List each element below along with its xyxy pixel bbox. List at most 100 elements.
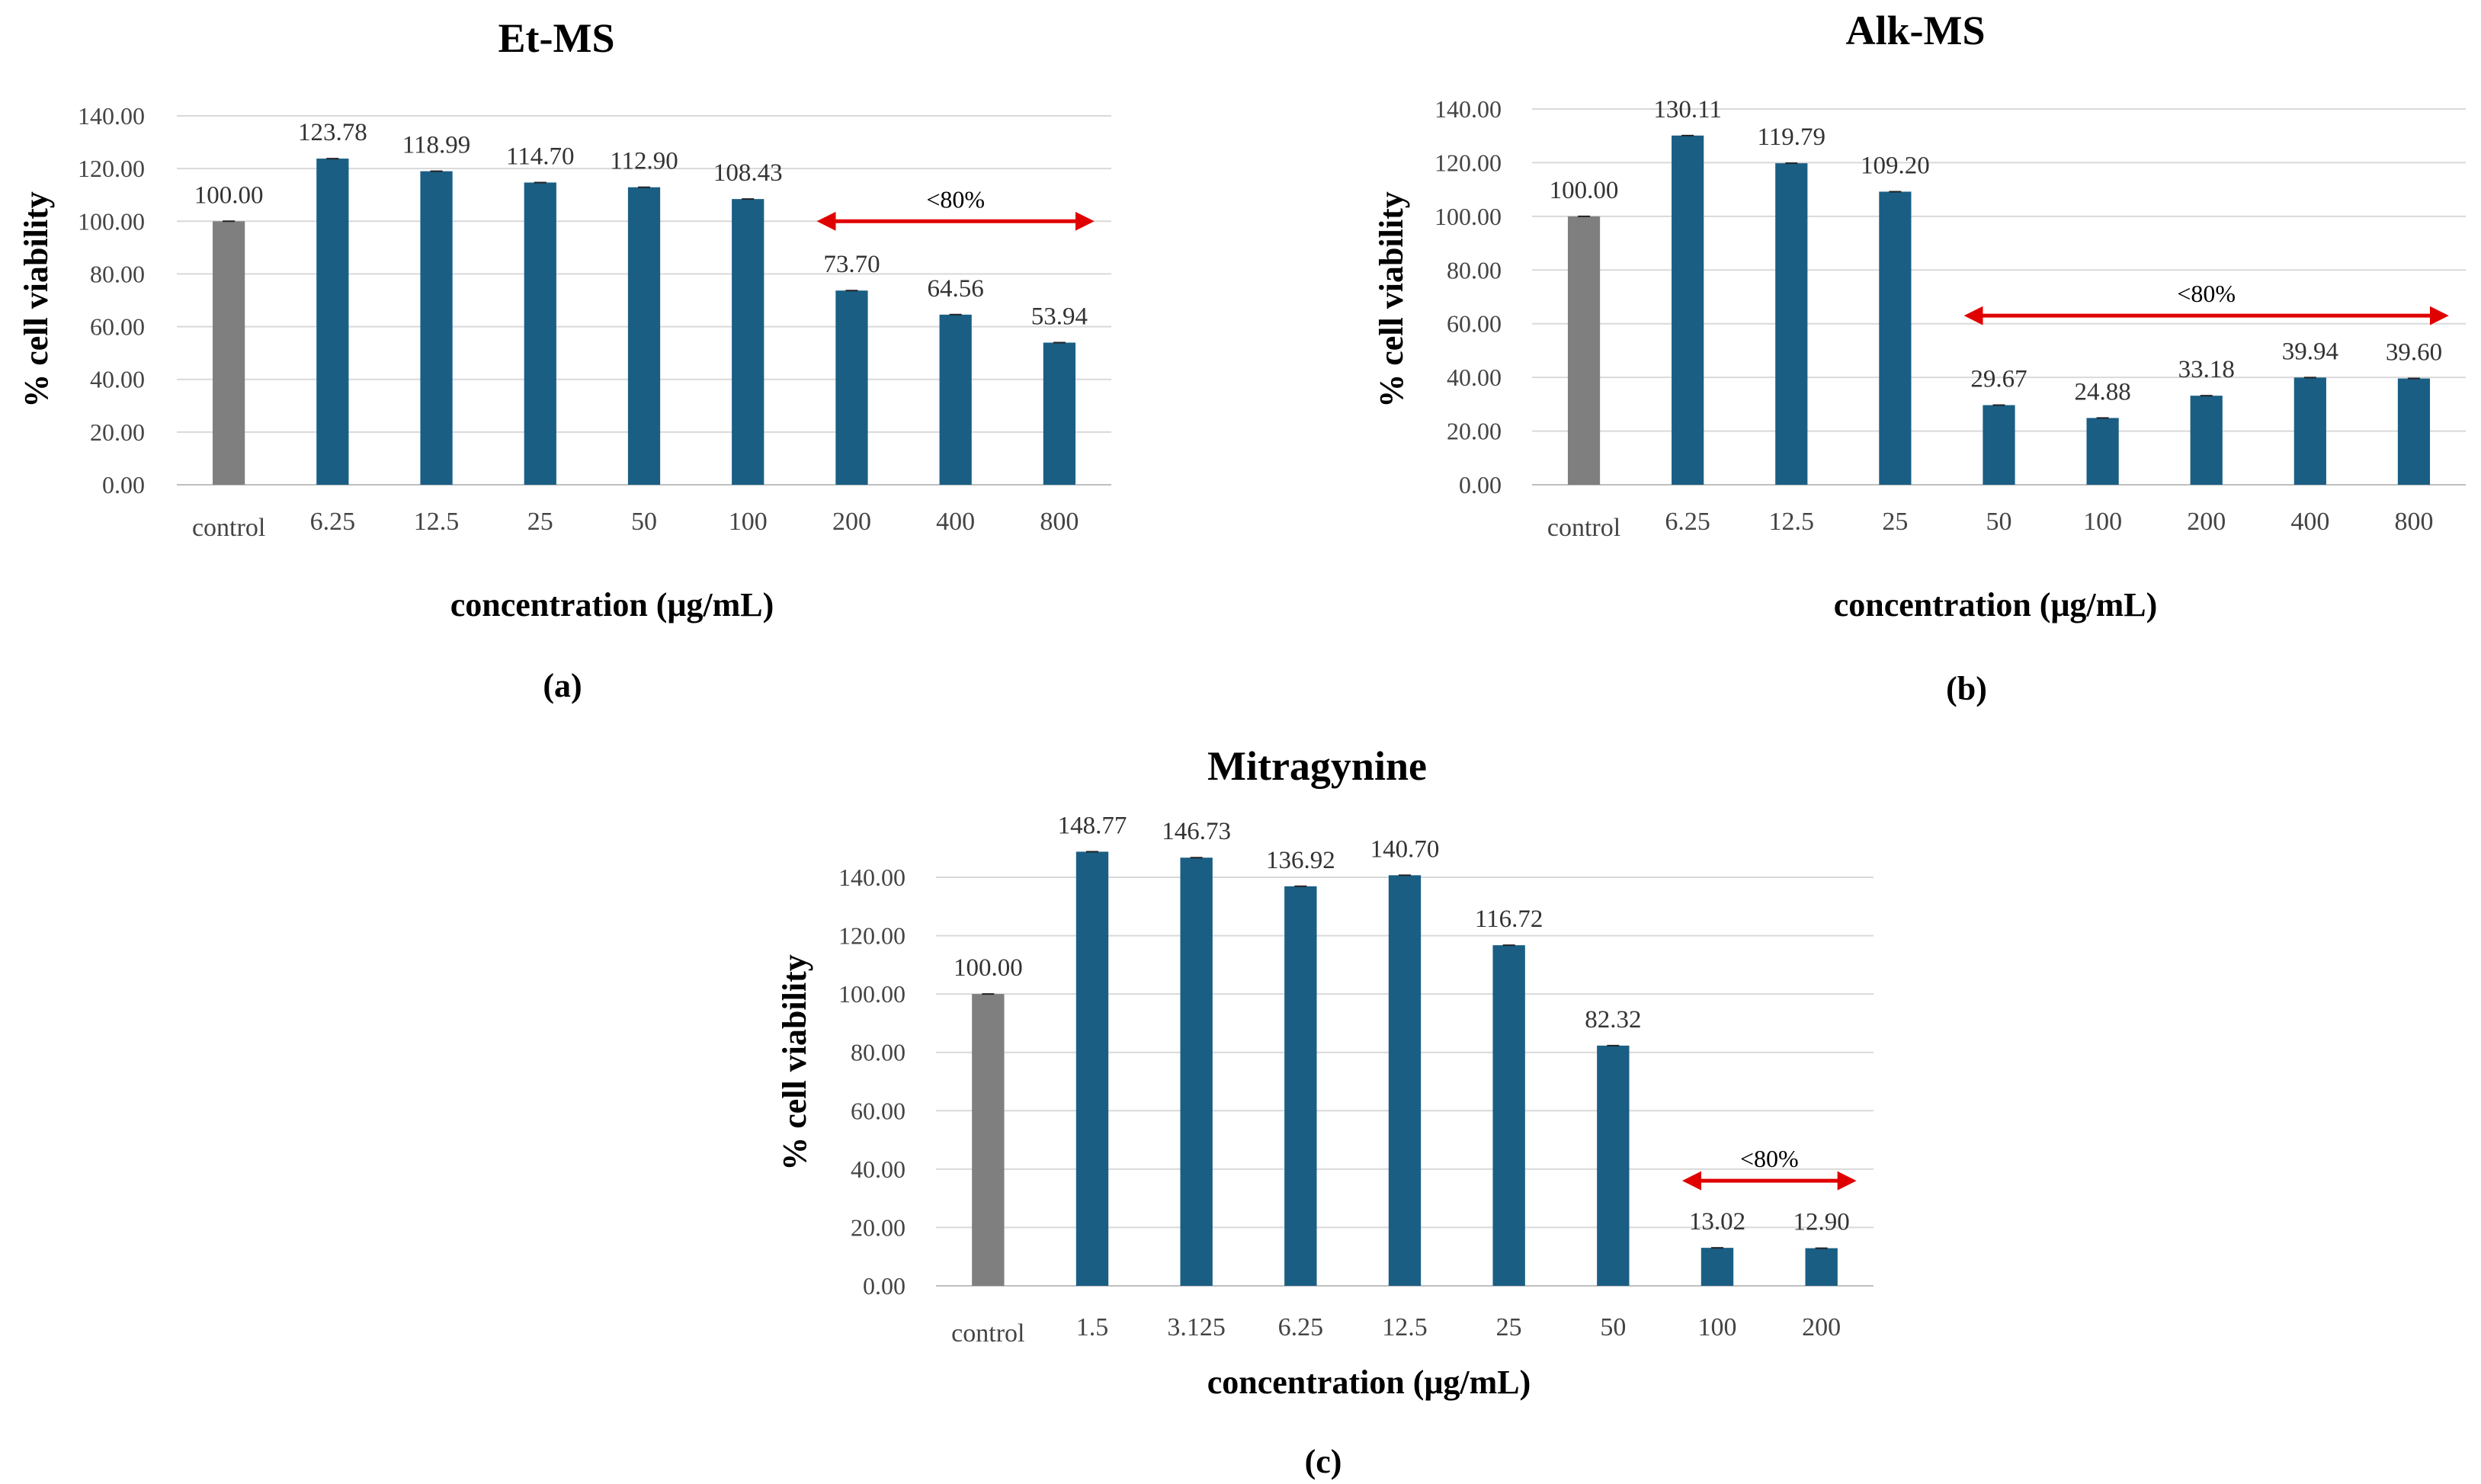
bar[interactable] <box>835 290 868 485</box>
data-label: 108.43 <box>713 159 783 187</box>
x-axis-label: concentration (μg/mL) <box>1834 586 2158 623</box>
bar[interactable] <box>1983 405 2015 485</box>
y-tick-label: 140.00 <box>78 102 145 130</box>
chart-title: Alk-MS <box>1845 8 1985 53</box>
y-tick-label: 40.00 <box>90 366 145 393</box>
bar[interactable] <box>1492 945 1525 1286</box>
data-label: 100.00 <box>1550 177 1619 204</box>
bar[interactable] <box>1775 163 1808 485</box>
data-label: 114.70 <box>506 143 575 170</box>
threshold-label: <80% <box>2177 280 2236 307</box>
data-label: 39.60 <box>2386 339 2442 367</box>
y-tick-label: 20.00 <box>1447 418 1502 445</box>
bar[interactable] <box>1805 1248 1838 1286</box>
data-label: 53.94 <box>1031 303 1088 331</box>
x-tick-label: 25 <box>1496 1313 1522 1341</box>
bar[interactable] <box>1672 135 1704 485</box>
y-tick-label: 40.00 <box>1447 364 1502 391</box>
data-label: 100.00 <box>954 954 1023 982</box>
threshold-label: <80% <box>1740 1145 1799 1172</box>
x-tick-label: 400 <box>936 508 975 536</box>
bar[interactable] <box>939 314 972 485</box>
bar[interactable] <box>1043 342 1076 485</box>
chart-panel-a: Et-MS 0.00 20.00 40.00 60.00 80.00 100.00 120.0… <box>18 15 1111 704</box>
bar[interactable] <box>1180 857 1213 1286</box>
x-tick-label: 6.25 <box>310 508 356 536</box>
x-tick-label: 25 <box>527 508 553 536</box>
bar[interactable] <box>1388 875 1422 1286</box>
data-label: 100.00 <box>194 181 264 209</box>
x-tick-label: 50 <box>1600 1313 1626 1341</box>
x-tick-label: 100 <box>729 508 768 536</box>
data-label: 12.90 <box>1793 1209 1850 1236</box>
x-tick-label: 3.125 <box>1167 1313 1226 1341</box>
y-tick-label: 20.00 <box>90 418 145 446</box>
panel-label: (a) <box>543 667 582 704</box>
chart-title: Et-MS <box>498 15 615 61</box>
x-tick-label: 200 <box>2187 508 2226 536</box>
x-tick-label: 25 <box>1882 508 1908 536</box>
data-label: 82.32 <box>1585 1006 1641 1034</box>
x-tick-label: 400 <box>2290 508 2329 536</box>
y-tick-label: 80.00 <box>90 260 145 287</box>
data-label: 73.70 <box>823 251 880 278</box>
chart-title: Mitragynine <box>1207 743 1427 789</box>
y-axis-label: % cell viability <box>776 954 813 1171</box>
chart-panel-b: Alk-MS 0.00 20.00 40.00 60.00 80.00 100.00 120.… <box>1373 8 2466 707</box>
x-tick-label: 50 <box>1986 508 2012 536</box>
bar[interactable] <box>627 187 661 485</box>
x-tick-label: control <box>951 1319 1024 1348</box>
bar[interactable] <box>732 199 764 485</box>
control-bar[interactable] <box>1567 216 1601 485</box>
data-label: 146.73 <box>1162 818 1231 845</box>
bar[interactable] <box>1700 1248 1734 1286</box>
data-label: 39.94 <box>2282 338 2338 365</box>
y-tick-label: 40.00 <box>851 1155 906 1183</box>
data-label: 109.20 <box>1861 152 1930 179</box>
data-label: 24.88 <box>2074 378 2130 405</box>
x-axis-label: concentration (μg/mL) <box>450 586 774 623</box>
data-label: 130.11 <box>1653 96 1722 123</box>
y-axis-label: % cell viability <box>18 191 55 408</box>
x-tick-label: control <box>1547 514 1620 542</box>
bar[interactable] <box>2293 377 2326 485</box>
y-tick-label: 0.00 <box>863 1272 906 1300</box>
y-tick-label: 100.00 <box>1434 203 1502 230</box>
x-tick-label: 200 <box>832 508 871 536</box>
bar[interactable] <box>1284 886 1317 1286</box>
threshold-label: <80% <box>926 185 985 213</box>
x-tick-label: 50 <box>631 508 657 536</box>
y-tick-label: 100.00 <box>78 207 145 235</box>
data-label: 29.67 <box>1970 366 2027 393</box>
data-label: 64.56 <box>928 275 984 303</box>
x-tick-label: 6.25 <box>1278 1313 1324 1341</box>
bar[interactable] <box>524 182 556 486</box>
x-axis-label: concentration (μg/mL) <box>1207 1364 1531 1401</box>
control-bar[interactable] <box>212 221 245 485</box>
panel-label: (c) <box>1305 1443 1342 1480</box>
y-tick-label: 0.00 <box>1459 471 1502 498</box>
bar[interactable] <box>2086 418 2119 485</box>
x-tick-label: 1.5 <box>1076 1313 1109 1341</box>
y-tick-label: 120.00 <box>838 922 906 950</box>
data-label: 148.77 <box>1058 812 1127 839</box>
y-tick-label: 140.00 <box>1434 95 1502 123</box>
y-tick-label: 140.00 <box>838 864 906 891</box>
bar[interactable] <box>2190 396 2223 485</box>
data-label: 118.99 <box>402 132 471 159</box>
data-label: 13.02 <box>1689 1208 1745 1236</box>
bar[interactable] <box>420 171 453 485</box>
x-tick-label: 800 <box>2394 508 2433 536</box>
bar[interactable] <box>2397 378 2431 485</box>
y-tick-label: 100.00 <box>838 980 906 1008</box>
y-tick-label: 20.00 <box>851 1213 906 1241</box>
bar[interactable] <box>1075 851 1109 1286</box>
data-label: 136.92 <box>1266 847 1335 874</box>
bar[interactable] <box>1597 1045 1630 1286</box>
control-bar[interactable] <box>972 994 1005 1286</box>
x-tick-label: 200 <box>1802 1313 1841 1341</box>
bar[interactable] <box>316 159 349 485</box>
data-label: 33.18 <box>2178 356 2235 383</box>
bar[interactable] <box>1879 191 1912 485</box>
